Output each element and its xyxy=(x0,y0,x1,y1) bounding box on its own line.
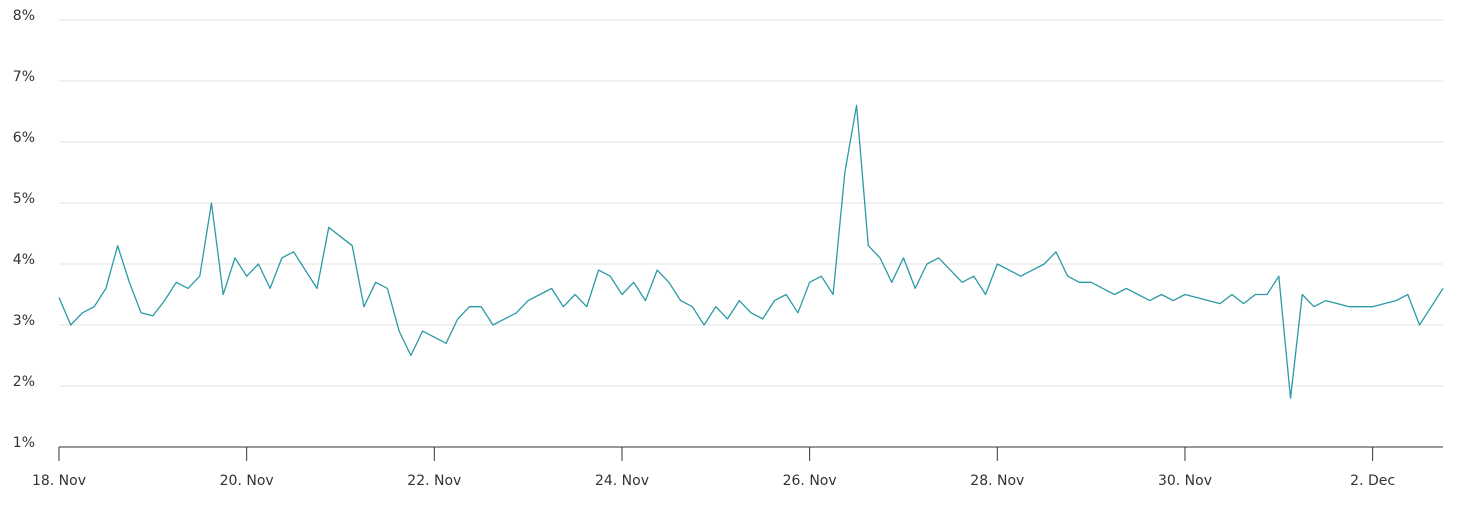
x-tick-label: 22. Nov xyxy=(407,473,461,489)
y-tick-label: 8% xyxy=(13,8,35,24)
data-line xyxy=(58,104,1444,399)
y-tick-label: 1% xyxy=(13,435,35,451)
y-tick-label: 3% xyxy=(13,313,35,329)
y-tick-label: 4% xyxy=(13,252,35,268)
x-tick-label: 26. Nov xyxy=(783,473,837,489)
x-tick-label: 2. Dec xyxy=(1350,473,1395,489)
x-tick-label: 28. Nov xyxy=(970,473,1024,489)
x-tick-label: 24. Nov xyxy=(595,473,649,489)
y-tick-label: 7% xyxy=(13,69,35,85)
y-tick-label: 5% xyxy=(13,191,35,207)
x-tick-label: 20. Nov xyxy=(220,473,274,489)
y-tick-label: 2% xyxy=(13,374,35,390)
x-tick-label: 30. Nov xyxy=(1158,473,1212,489)
y-tick-label: 6% xyxy=(13,130,35,146)
x-tick-label: 18. Nov xyxy=(32,473,86,489)
